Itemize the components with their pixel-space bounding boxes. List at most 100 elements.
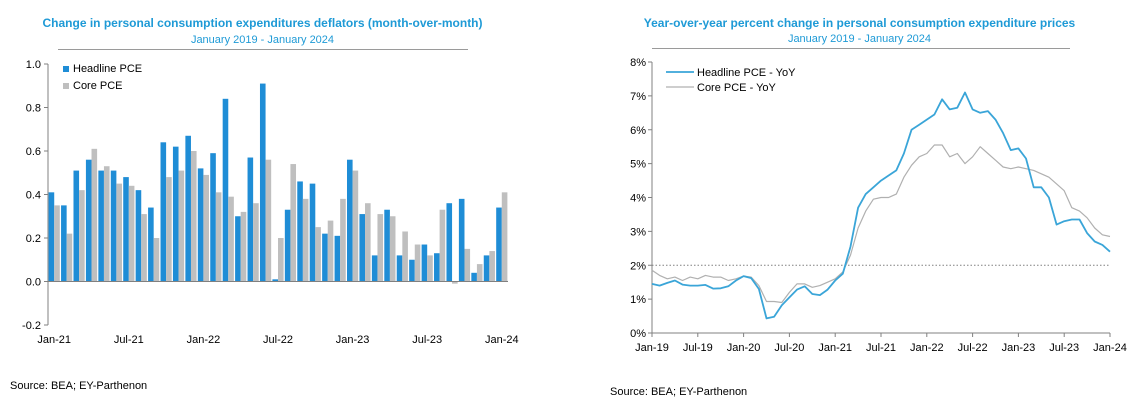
headline-pce-bar — [322, 233, 328, 282]
headline-pce-bar — [172, 146, 179, 282]
headline-pce-bar — [247, 157, 254, 282]
yoy-y-tick-label: 4% — [630, 193, 646, 205]
core-pce-bar — [489, 251, 495, 282]
headline-pce-bar — [458, 198, 465, 282]
mom-y-tick-label: 0.0 — [26, 277, 41, 289]
core-pce-bar — [66, 233, 73, 282]
core-pce-bar — [377, 214, 384, 282]
core-pce-bar — [302, 198, 309, 282]
core-pce-bar — [103, 166, 110, 282]
core-pce-bar — [501, 192, 508, 282]
headline-pce-bar — [483, 255, 490, 282]
core-pce-bar — [116, 183, 122, 282]
headline-pce-bar — [185, 135, 191, 282]
headline-pce-bar — [272, 279, 278, 282]
yoy-x-tick-label: Jan-21 — [818, 342, 852, 354]
headline-pce-bar — [471, 272, 477, 282]
headline-pce-bar — [85, 159, 92, 282]
headline-pce-bar — [160, 142, 167, 282]
core-pce-bar — [476, 264, 483, 282]
yoy-x-tick-label: Jul-23 — [1049, 342, 1079, 354]
headline-pce-bar — [421, 244, 428, 282]
headline-pce-bar — [496, 207, 502, 282]
core-pce-bar — [278, 238, 284, 282]
core-pce-bar — [439, 209, 446, 282]
core-pce-bar — [464, 248, 471, 282]
mom-chart-title: Change in personal consumption expenditu… — [42, 16, 483, 30]
headline-pce-bar — [446, 203, 453, 282]
yoy-x-tick-label: Jan-24 — [1093, 342, 1127, 354]
mom-x-tick-label: Jan-22 — [187, 334, 221, 346]
yoy-y-tick-label: 1% — [630, 294, 646, 306]
mom-bar-chart: -0.2 0.0 0.2 0.4 0.6 0.8 1.0 Jan-21 Jul-21 Jan-22… — [22, 59, 519, 346]
core-pce-bar — [178, 170, 185, 282]
core-pce-bar — [91, 148, 98, 282]
yoy-x-tick-label: Jul-22 — [958, 342, 988, 354]
core-pce-bar — [427, 255, 433, 282]
core-pce-bar — [190, 151, 197, 282]
core-pce-bar — [402, 231, 408, 282]
mom-x-tick-label: Jan-24 — [485, 334, 519, 346]
yoy-x-tick-label: Jul-20 — [774, 342, 804, 354]
yoy-x-tick-label: Jan-19 — [635, 342, 669, 354]
mom-x-tick-label: Jul-23 — [412, 334, 442, 346]
mom-x-tick-label: Jan-23 — [336, 334, 370, 346]
yoy-x-tick-label: Jan-23 — [1002, 342, 1036, 354]
mom-y-tick-label: 0.4 — [26, 190, 41, 202]
headline-pce-bar — [123, 177, 129, 282]
core-pce-bar — [54, 205, 60, 282]
headline-pce-bar — [396, 255, 403, 282]
core-pce-bar — [240, 211, 247, 282]
headline-pce-bar — [48, 192, 55, 282]
mom-x-tick-label: Jul-22 — [263, 334, 293, 346]
yoy-chart-subtitle: January 2019 - January 2024 — [787, 33, 932, 45]
yoy-chart-title: Year-over-year percent change in persona… — [643, 16, 1076, 30]
mom-x-tick-label: Jul-21 — [114, 334, 144, 346]
headline-pce-bar — [297, 181, 303, 282]
legend-headline-yoy-label: Headline PCE - YoY — [697, 67, 796, 79]
headline-pce-bar — [135, 190, 142, 282]
core-pce-bar — [141, 214, 147, 282]
yoy-source-note: Source: BEA; EY-Parthenon — [610, 386, 748, 398]
yoy-y-tick-label: 2% — [630, 260, 646, 272]
headline-pce-bar — [197, 168, 204, 282]
headline-pce-bar — [222, 98, 229, 282]
core-pce-bar — [203, 174, 209, 282]
headline-pce-bar — [359, 214, 366, 282]
headline-pce-bar — [434, 253, 440, 282]
legend-headline-label: Headline PCE — [73, 63, 142, 75]
mom-source-note: Source: BEA; EY-Parthenon — [10, 380, 148, 392]
headline-pce-bar — [334, 235, 341, 282]
headline-pce-bar — [284, 209, 291, 282]
headline-pce-bar — [259, 83, 266, 282]
headline-pce-bar — [148, 207, 154, 282]
yoy-title-rule — [652, 48, 1070, 49]
core-pce-bar — [327, 220, 334, 282]
mom-y-tick-label: 0.2 — [26, 233, 41, 245]
core-pce-bar — [166, 177, 172, 282]
legend-headline-swatch — [63, 66, 69, 72]
yoy-y-tick-label: 7% — [630, 91, 646, 103]
headline-pce-bar — [110, 170, 117, 282]
headline-pce-bar — [371, 255, 378, 282]
headline-pce-bar — [235, 216, 241, 282]
yoy-x-tick-label: Jul-21 — [866, 342, 896, 354]
yoy-x-tick-label: Jan-20 — [727, 342, 761, 354]
core-pce-bar — [153, 238, 160, 282]
core-pce-bar — [228, 196, 234, 282]
core-pce-bar — [290, 164, 297, 282]
yoy-y-tick-label: 0% — [630, 328, 646, 340]
yoy-y-tick-label: 6% — [630, 125, 646, 137]
legend-core-swatch — [63, 83, 69, 89]
core-pce-bar — [215, 192, 222, 282]
mom-x-tick-label: Jan-21 — [37, 334, 71, 346]
core-pce-yoy-line — [651, 144, 1111, 304]
core-pce-bar — [265, 159, 272, 282]
legend-core-yoy-label: Core PCE - YoY — [697, 82, 777, 94]
mom-chart-panel: Change in personal consumption expenditu… — [0, 0, 530, 405]
yoy-chart-panel: Year-over-year percent change in persona… — [590, 0, 1137, 405]
yoy-y-tick-label: 8% — [630, 57, 646, 69]
mom-y-tick-label: 1.0 — [26, 59, 41, 71]
mom-y-tick-label: -0.2 — [22, 320, 41, 332]
mom-chart-subtitle: January 2019 - January 2024 — [190, 34, 335, 46]
